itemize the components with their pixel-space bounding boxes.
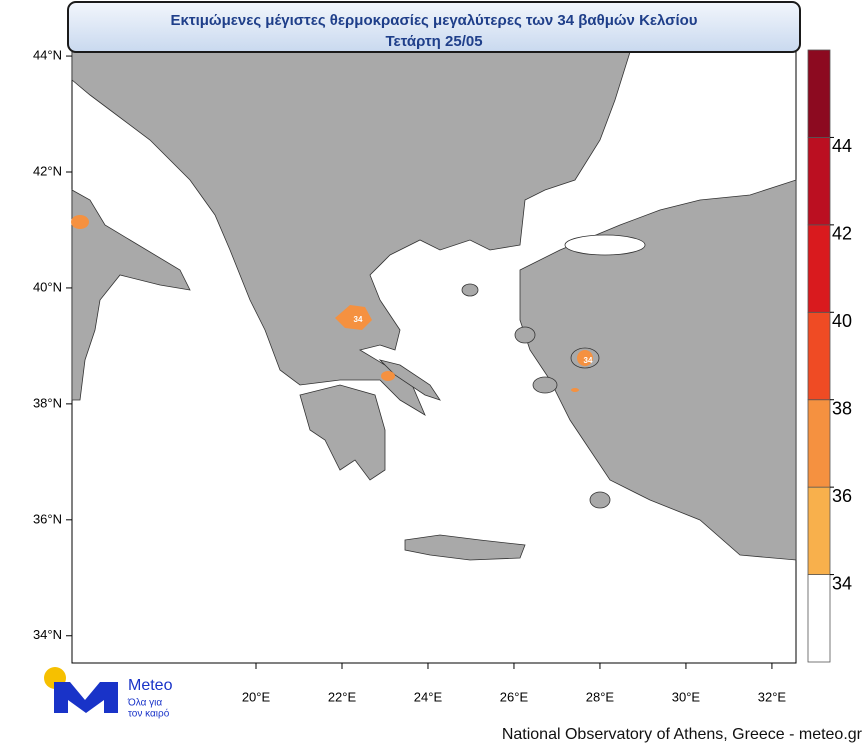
x-tick-label: 24°E — [414, 689, 443, 704]
map-label: 34 — [584, 356, 593, 365]
x-tick-label: 30°E — [672, 689, 701, 704]
title-box — [67, 1, 801, 53]
colorbar-bin — [807, 49, 831, 138]
land — [71, 51, 797, 561]
colorbar-bin — [807, 224, 831, 313]
y-tick-label: 40°N — [33, 279, 62, 294]
y-tick-label: 38°N — [33, 395, 62, 410]
colorbar-bin — [807, 137, 831, 226]
hot-areas — [71, 215, 593, 392]
colorbar-bin — [807, 311, 831, 401]
y-tick-label: 34°N — [33, 627, 62, 642]
logo-slogan: Όλα για — [127, 698, 162, 709]
footer: National Observatory of Athens, Greece -… — [502, 726, 863, 743]
colorbar-label: 38 — [832, 398, 852, 418]
logo-slogan: τον καιρό — [128, 708, 170, 720]
map-label: 34 — [354, 315, 363, 324]
x-tick-label: 28°E — [586, 689, 615, 704]
logo-name: Meteo — [128, 677, 173, 694]
x-tick-label: 32°E — [758, 689, 787, 704]
x-tick-label: 20°E — [242, 689, 271, 704]
x-tick-label: 26°E — [500, 689, 529, 704]
colorbar-label: 44 — [832, 136, 852, 156]
x-tick-label: 22°E — [328, 689, 357, 704]
y-tick-label: 36°N — [33, 511, 62, 526]
colorbar-bin — [807, 486, 831, 575]
sea-of-marmara — [564, 234, 646, 256]
title: Εκτιμώμενες μέγιστες θερμοκρασίες μεγαλύ… — [171, 12, 698, 29]
y-tick-label: 44°N — [33, 47, 62, 62]
colorbar: 34 36 38 40 42 44 — [807, 49, 852, 663]
colorbar-label: 42 — [832, 224, 852, 244]
map — [71, 51, 797, 664]
colorbar-label: 34 — [832, 573, 852, 593]
y-tick-label: 42°N — [33, 163, 62, 178]
colorbar-label: 36 — [832, 486, 852, 506]
colorbar-bin — [807, 574, 831, 663]
logo-mark — [54, 682, 118, 713]
colorbar-bin — [807, 399, 831, 488]
colorbar-label: 40 — [832, 311, 852, 331]
subtitle: Τετάρτη 25/05 — [385, 33, 482, 50]
